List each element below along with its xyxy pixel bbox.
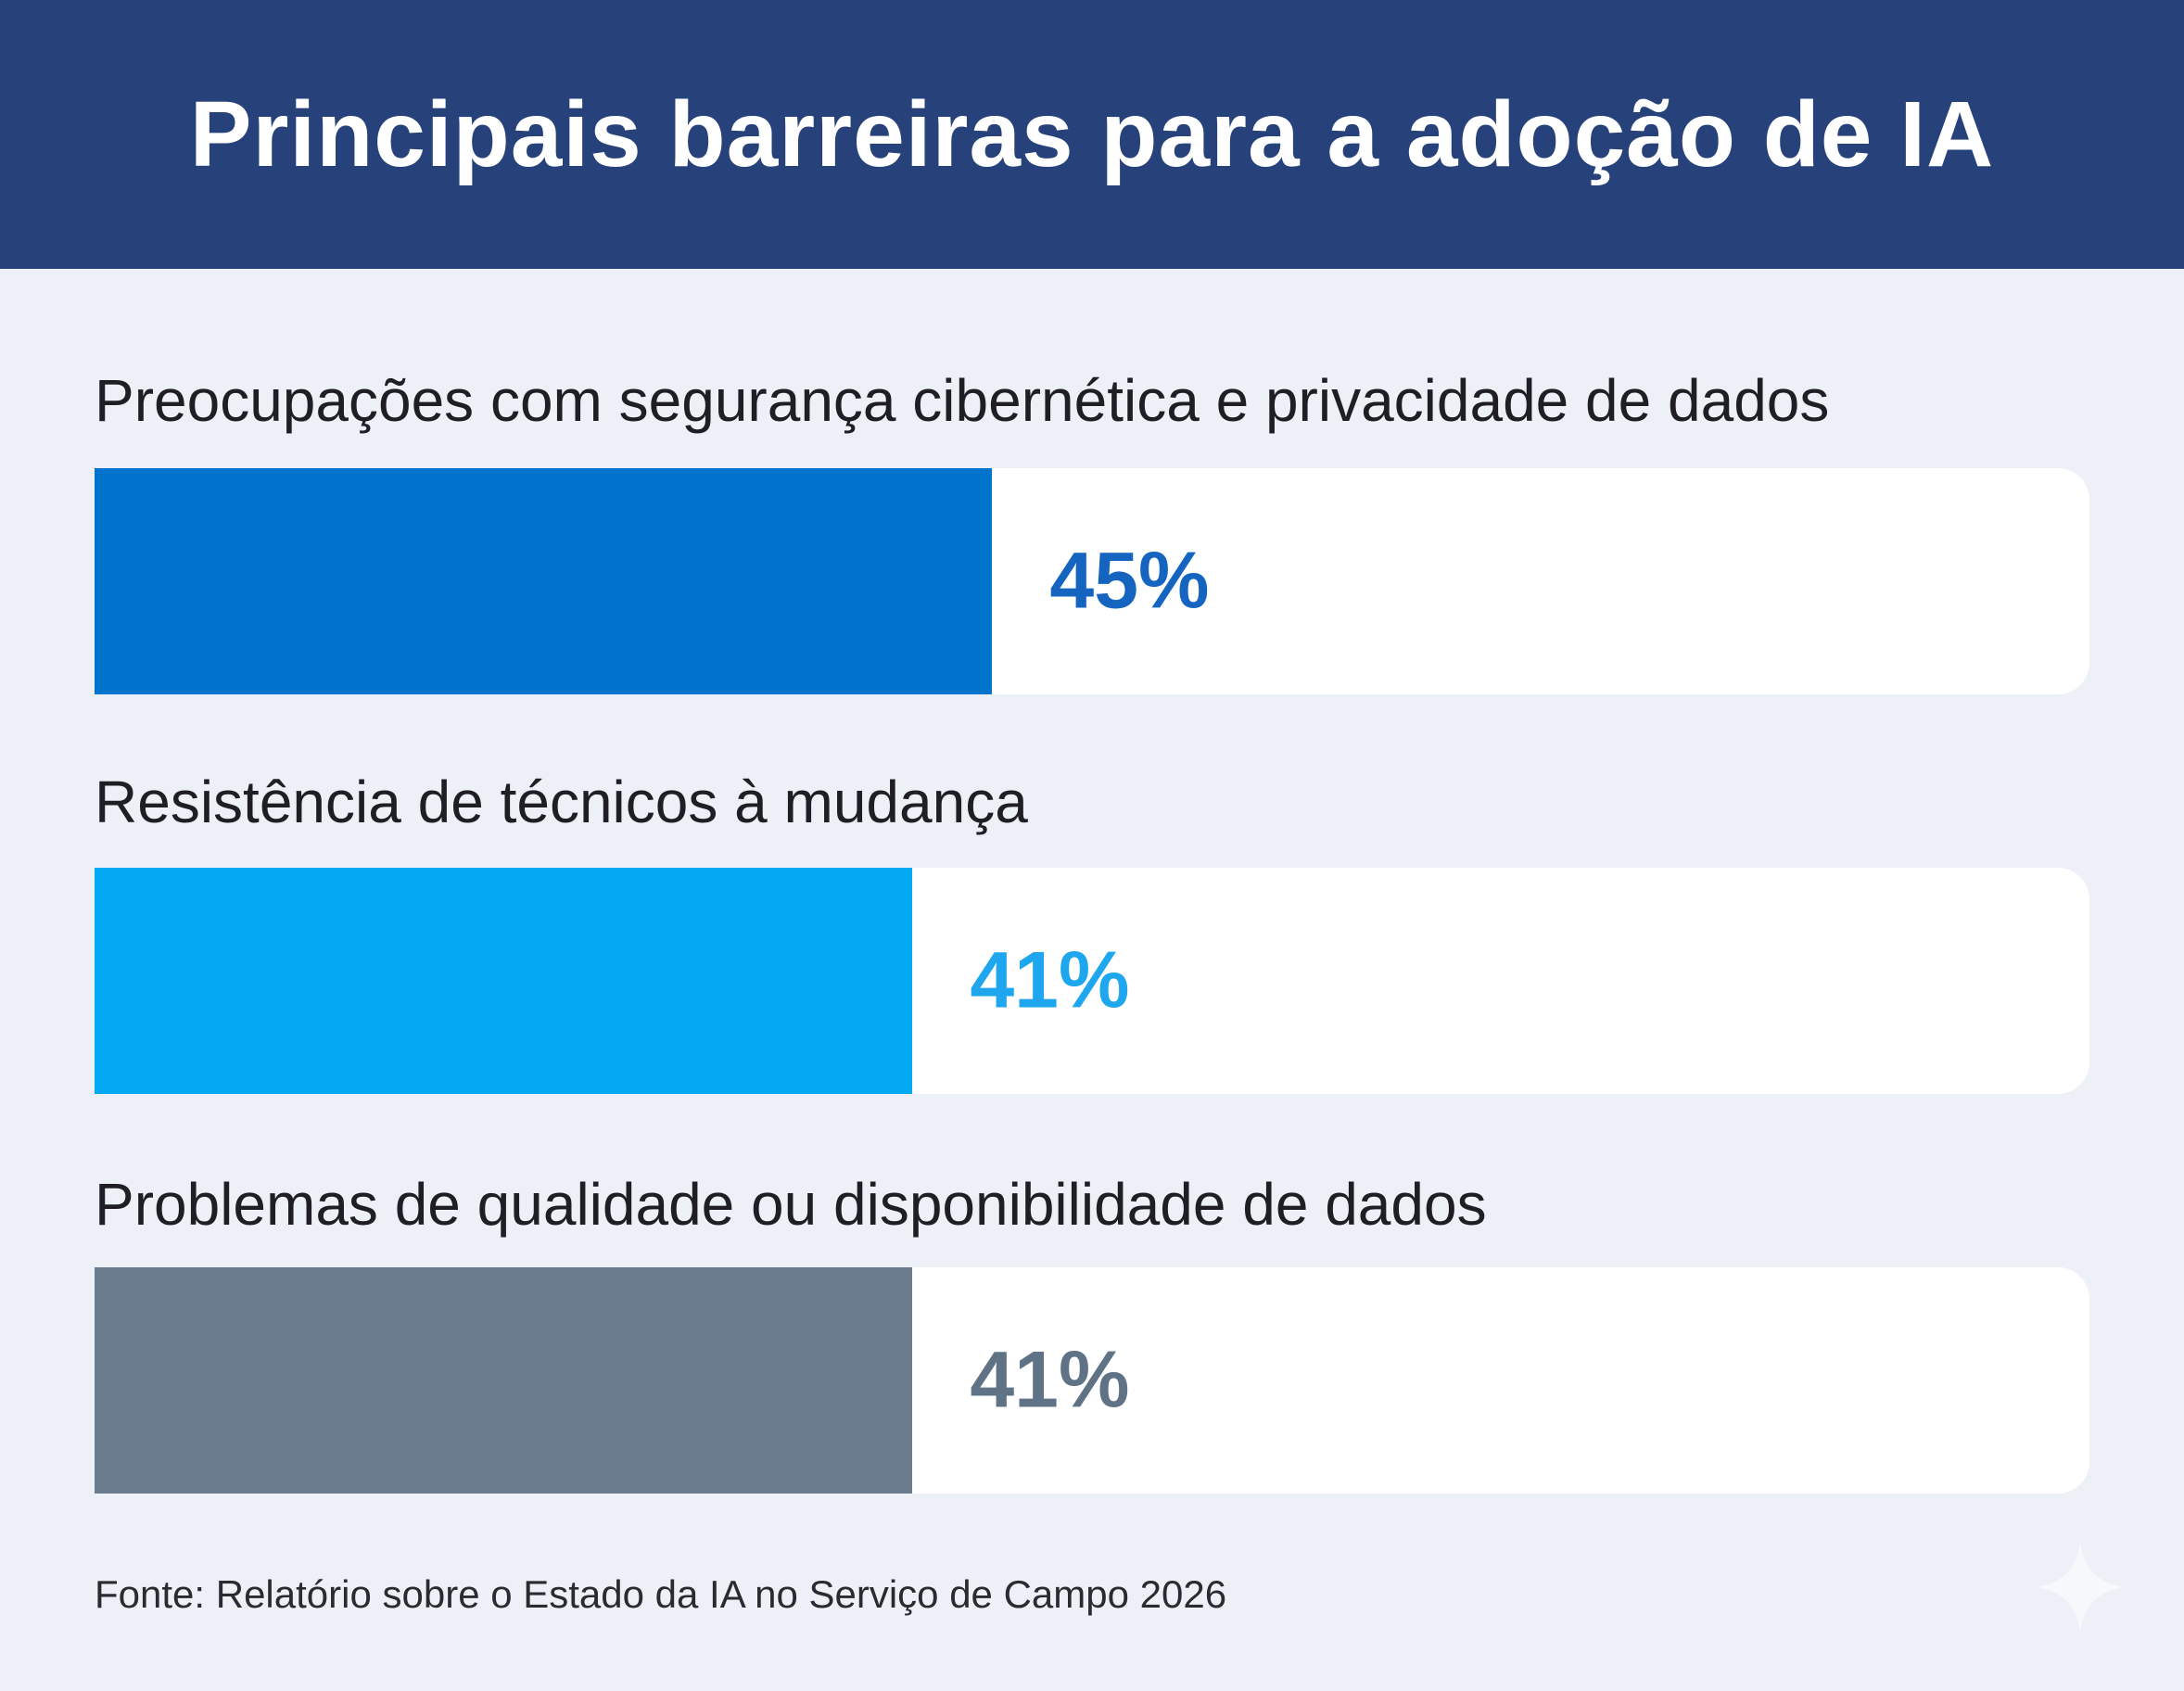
sparkle-icon	[2036, 1543, 2125, 1632]
category-label: Problemas de qualidade ou disponibilidad…	[95, 1171, 1487, 1238]
bar-track: 41%	[95, 1267, 2089, 1494]
value-label: 41%	[970, 1335, 1130, 1425]
source-note: Fonte: Relatório sobre o Estado da IA no…	[95, 1572, 1227, 1616]
value-label: 45%	[1049, 536, 1210, 626]
chart-title: Principais barreiras para a adoção de IA	[189, 82, 1995, 186]
category-label: Preocupações com segurança cibernética e…	[95, 367, 1830, 434]
header: Principais barreiras para a adoção de IA	[0, 0, 2184, 269]
bar	[95, 468, 993, 694]
bar	[95, 1267, 913, 1494]
value-label: 41%	[970, 935, 1130, 1025]
bar	[95, 868, 913, 1094]
category-label: Resistência de técnicos à mudança	[95, 769, 1028, 835]
bar-track: 41%	[95, 868, 2089, 1094]
bar-track: 45%	[95, 468, 2089, 694]
